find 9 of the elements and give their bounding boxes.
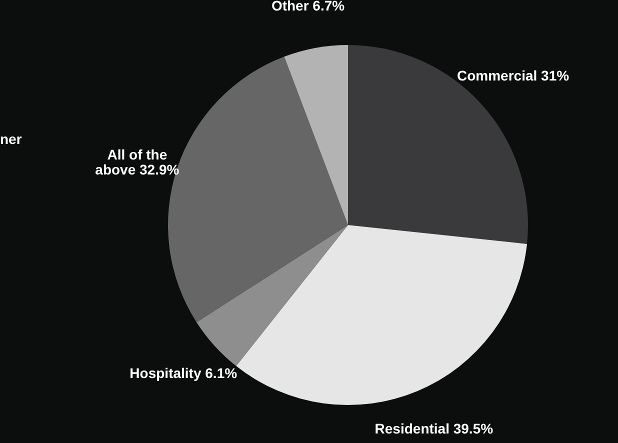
pie-slice (236, 225, 527, 405)
text: ner (0, 131, 22, 147)
pie-slice (284, 45, 348, 225)
pie-slice (196, 225, 348, 366)
slice-label: Other 6.7% (271, 0, 346, 14)
slice-label: Commercial 31% (457, 68, 570, 84)
slice-label: Residential 39.5% (374, 420, 494, 437)
slice-label: All of the above 32.9% (95, 146, 180, 178)
slice-label: Hospitality 6.1% (130, 364, 238, 381)
